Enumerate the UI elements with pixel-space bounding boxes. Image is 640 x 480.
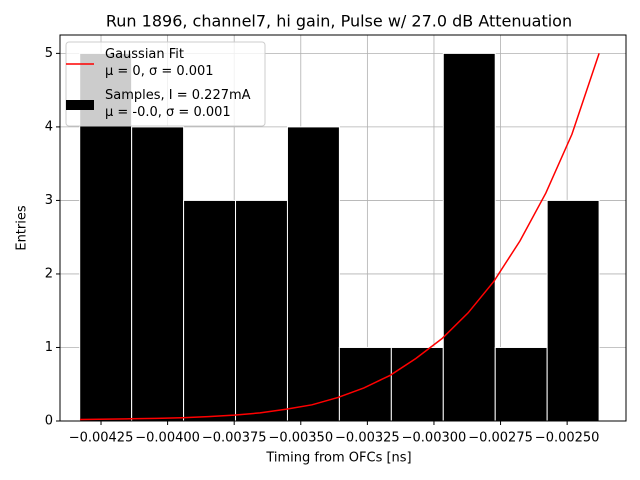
bar: [131, 126, 185, 422]
bar: [286, 126, 340, 422]
y-tick-label: 3: [45, 193, 53, 208]
bar: [442, 52, 496, 422]
y-tick-label: 5: [45, 46, 53, 61]
x-tick-label: −0.00250: [535, 431, 600, 446]
bar: [235, 199, 288, 422]
bar: [183, 199, 237, 422]
legend-label: Samples, I = 0.227mA μ = -0.0, σ = 0.001: [105, 88, 251, 120]
bar: [390, 346, 444, 422]
y-axis-label: Entries: [15, 205, 30, 251]
legend-label: Gaussian Fit μ = 0, σ = 0.001: [105, 47, 214, 79]
x-tick-label: −0.00350: [268, 431, 333, 446]
x-tick-label: −0.00375: [202, 431, 267, 446]
x-tick-label: −0.00400: [135, 431, 200, 446]
x-tick-label: −0.00300: [402, 431, 467, 446]
x-tick-label: −0.00275: [468, 431, 533, 446]
x-tick-label: −0.00325: [335, 431, 400, 446]
bar: [546, 199, 600, 422]
legend-box: [65, 41, 266, 127]
x-tick-label: −0.00425: [69, 431, 134, 446]
legend-patch: [66, 100, 94, 110]
x-axis-label: Timing from OFCs [ns]: [265, 451, 411, 466]
chart-title: Run 1896, channel7, hi gain, Pulse w/ 27…: [106, 12, 572, 31]
y-tick-label: 4: [45, 119, 53, 134]
plot-frame: [59, 34, 627, 422]
y-tick-label: 1: [45, 340, 53, 355]
bar: [494, 346, 548, 422]
y-tick-label: 0: [45, 414, 53, 429]
fit-line: [79, 53, 600, 421]
bar: [338, 346, 392, 422]
y-tick-label: 2: [45, 266, 53, 281]
